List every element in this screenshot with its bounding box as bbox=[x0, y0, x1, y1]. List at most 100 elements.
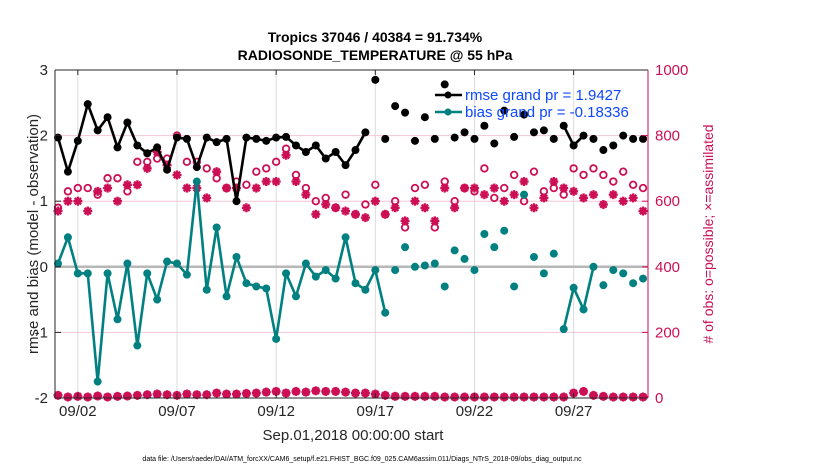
bias-point bbox=[232, 252, 241, 261]
asterisk-stroke bbox=[599, 200, 608, 209]
asterisk-stroke bbox=[440, 392, 449, 402]
assimilated-obs-point bbox=[440, 183, 450, 193]
assimilated-obs-point bbox=[281, 150, 291, 160]
possible-obs-point bbox=[500, 183, 509, 193]
asterisk-stroke bbox=[450, 392, 459, 402]
rmse-line-segment bbox=[195, 137, 208, 168]
rmse-line-segment bbox=[225, 138, 238, 202]
asterisk-stroke bbox=[589, 190, 598, 199]
asterisk-stroke bbox=[202, 193, 211, 202]
rmse-point bbox=[599, 146, 608, 155]
asterisk-stroke bbox=[430, 216, 439, 225]
assimilated-obs-point bbox=[291, 386, 301, 396]
assimilated-obs-point bbox=[489, 392, 499, 402]
bias-point bbox=[559, 325, 568, 334]
rmse-line-segment bbox=[76, 103, 90, 142]
chart-title: Tropics 37046 / 40384 = 91.734% bbox=[268, 29, 483, 45]
bias-point bbox=[579, 305, 588, 314]
rmse-point bbox=[480, 121, 489, 130]
asterisk-stroke bbox=[311, 210, 320, 219]
assimilated-obs-point bbox=[83, 206, 93, 216]
assimilated-obs-point bbox=[103, 392, 113, 402]
assimilated-obs-point bbox=[311, 209, 321, 219]
x-tick-label: 09/07 bbox=[158, 403, 196, 420]
bias-line-segment bbox=[66, 236, 80, 274]
rmse-line-segment bbox=[165, 137, 179, 171]
assimilated-obs-point bbox=[122, 391, 132, 401]
assimilated-obs-point bbox=[301, 190, 311, 200]
asterisk-stroke bbox=[559, 392, 568, 402]
assimilated-obs-point bbox=[509, 392, 519, 402]
rmse-point bbox=[123, 118, 132, 127]
asterisk-stroke bbox=[53, 391, 63, 400]
assimilated-obs-point bbox=[390, 203, 400, 213]
asterisk-stroke bbox=[520, 177, 529, 186]
asterisk-stroke bbox=[539, 392, 548, 402]
asterisk-stroke bbox=[291, 177, 301, 186]
asterisk-stroke bbox=[460, 392, 469, 402]
data-file-footer: data file: /Users/raeder/DAI/ATM_forcXX/… bbox=[142, 456, 582, 463]
assimilated-obs-point bbox=[588, 190, 598, 200]
assimilated-obs-point bbox=[628, 193, 638, 203]
asterisk-stroke bbox=[153, 390, 162, 399]
asterisk-stroke bbox=[410, 197, 420, 206]
asterisk-stroke bbox=[351, 210, 360, 219]
bias-point bbox=[83, 269, 92, 278]
asterisk-stroke bbox=[321, 387, 330, 396]
asterisk-stroke bbox=[262, 388, 271, 397]
asterisk-stroke bbox=[520, 392, 529, 402]
rmse-point bbox=[430, 134, 439, 143]
assimilated-obs-point bbox=[410, 391, 420, 401]
bias-point bbox=[410, 262, 419, 271]
asterisk-stroke bbox=[480, 392, 489, 402]
bias-point bbox=[510, 282, 519, 291]
assimilated-obs-point bbox=[132, 180, 142, 190]
asterisk-stroke bbox=[381, 391, 390, 400]
asterisk-stroke bbox=[500, 392, 509, 402]
assimilated-obs-point bbox=[380, 209, 390, 219]
assimilated-obs-point bbox=[212, 388, 222, 398]
asterisk-stroke bbox=[311, 386, 320, 395]
bias-point bbox=[549, 249, 558, 258]
asterisk-stroke bbox=[490, 392, 499, 402]
bias-point bbox=[262, 284, 271, 293]
asterisk-stroke bbox=[381, 210, 390, 219]
bias-line-segment bbox=[96, 273, 109, 382]
bias-point bbox=[629, 279, 638, 288]
asterisk-stroke bbox=[282, 389, 291, 398]
asterisk-stroke bbox=[123, 180, 132, 189]
rmse-point bbox=[172, 133, 181, 142]
assimilated-obs-point bbox=[63, 392, 73, 402]
bias-point bbox=[529, 252, 538, 261]
bias-point bbox=[569, 283, 578, 292]
rmse-point bbox=[341, 161, 350, 170]
rmse-point bbox=[549, 134, 558, 143]
rmse-point bbox=[569, 141, 578, 150]
rmse-line-segment bbox=[185, 138, 199, 168]
bias-point bbox=[539, 269, 548, 278]
rmse-point bbox=[361, 128, 370, 137]
asterisk-stroke bbox=[510, 392, 519, 402]
assimilated-obs-point bbox=[380, 390, 390, 400]
rmse-point bbox=[510, 132, 519, 141]
assimilated-obs-point bbox=[559, 392, 569, 402]
rmse-point bbox=[321, 154, 330, 163]
asterisk-stroke bbox=[609, 190, 618, 199]
assimilated-obs-point bbox=[549, 177, 559, 187]
possible-obs-point bbox=[242, 180, 251, 189]
assimilated-obs-point bbox=[469, 183, 479, 193]
bias-point bbox=[63, 233, 72, 242]
x-tick-label: 09/17 bbox=[357, 403, 395, 420]
bias-point bbox=[143, 269, 152, 278]
rmse-point bbox=[420, 113, 429, 122]
x-axis-label: Sep.01,2018 00:00:00 start bbox=[263, 427, 445, 444]
bias-point bbox=[301, 259, 310, 268]
assimilated-obs-point bbox=[231, 389, 241, 399]
assimilated-obs-point bbox=[122, 180, 132, 190]
assimilated-obs-point bbox=[598, 391, 608, 401]
asterisk-stroke bbox=[529, 392, 538, 402]
assimilated-obs-point bbox=[112, 196, 122, 206]
bias-point bbox=[192, 177, 201, 186]
assimilated-obs-point bbox=[529, 392, 539, 402]
bias-point bbox=[202, 285, 211, 294]
